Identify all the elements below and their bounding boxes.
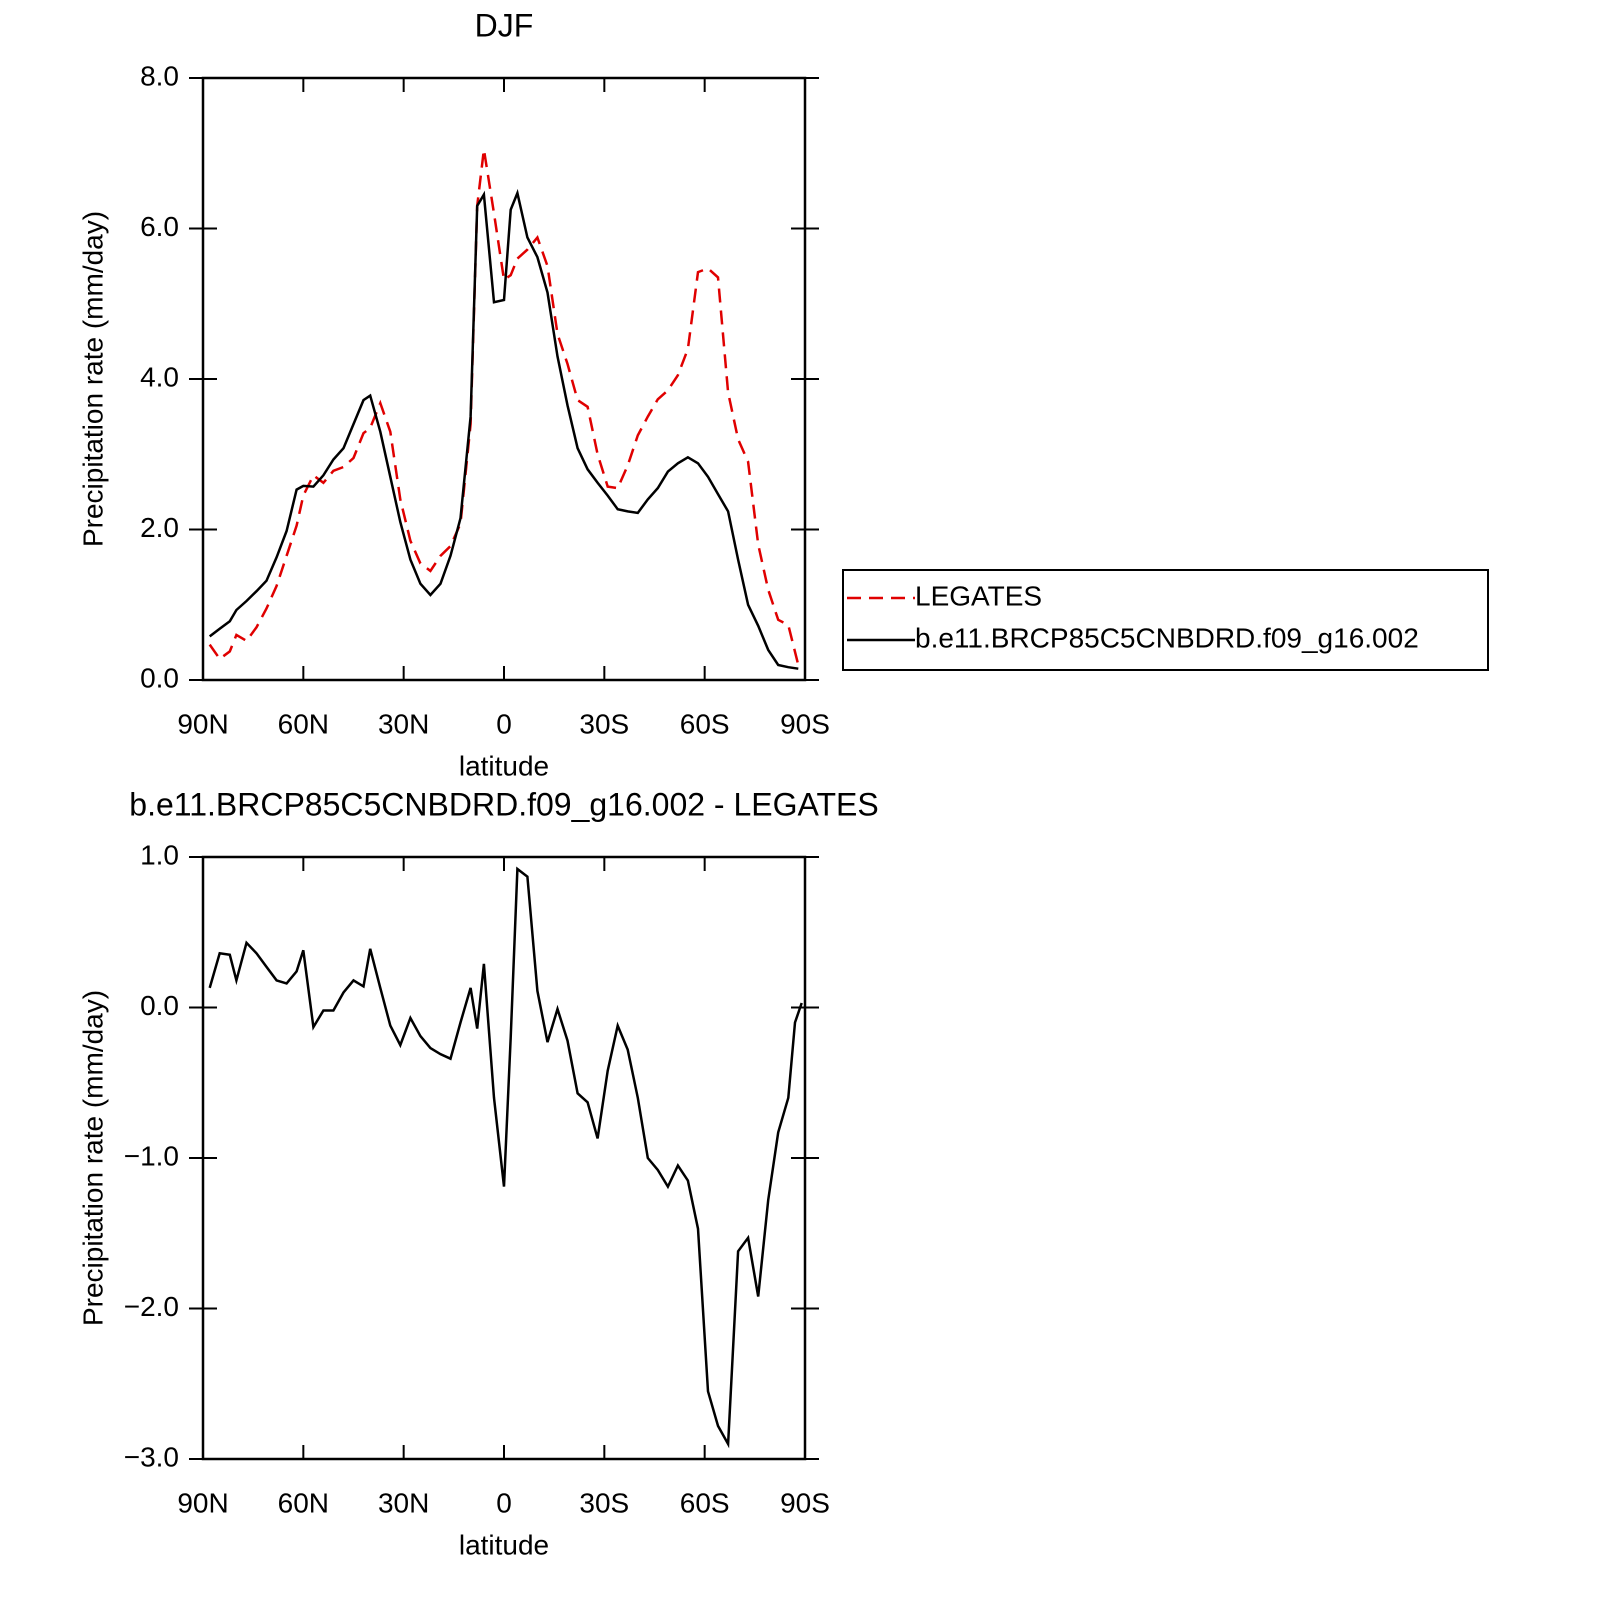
x-tick-label: 0	[496, 708, 512, 739]
x-tick-label: 90S	[780, 1487, 830, 1518]
legend-label: LEGATES	[915, 580, 1042, 611]
y-tick-label: 0.0	[140, 990, 179, 1021]
x-axis-label: latitude	[459, 750, 549, 781]
x-tick-label: 60N	[278, 708, 329, 739]
plot-frame	[201, 76, 807, 682]
x-tick-label: 90N	[177, 1487, 228, 1518]
x-tick-label: 90N	[177, 708, 228, 739]
y-tick-label: 1.0	[140, 839, 179, 870]
y-tick-label: 8.0	[140, 60, 179, 91]
x-tick-label: 90S	[780, 708, 830, 739]
chart-title: b.e11.BRCP85C5CNBDRD.f09_g16.002 - LEGAT…	[129, 786, 878, 822]
chart-title: DJF	[475, 7, 534, 43]
x-tick-label: 30N	[378, 1487, 429, 1518]
y-tick-label: −3.0	[124, 1441, 179, 1472]
x-tick-label: 30N	[378, 708, 429, 739]
data-line	[208, 866, 803, 1449]
y-tick-label: 2.0	[140, 512, 179, 543]
y-tick-label: 0.0	[140, 662, 179, 693]
legend-box	[842, 569, 1489, 671]
y-tick-label: −2.0	[124, 1291, 179, 1322]
y-axis-label: Precipitation rate (mm/day)	[77, 211, 108, 547]
x-tick-label: 0	[496, 1487, 512, 1518]
x-tick-label: 60N	[278, 1487, 329, 1518]
data-line	[208, 188, 799, 670]
y-tick-label: 4.0	[140, 361, 179, 392]
y-axis-label: Precipitation rate (mm/day)	[77, 990, 108, 1326]
y-tick-label: −1.0	[124, 1140, 179, 1171]
data-line	[208, 149, 800, 666]
x-tick-label: 30S	[579, 1487, 629, 1518]
x-tick-label: 30S	[579, 708, 629, 739]
x-tick-label: 60S	[680, 1487, 730, 1518]
legend-label: b.e11.BRCP85C5CNBDRD.f09_g16.002	[915, 622, 1419, 653]
y-tick-label: 6.0	[140, 211, 179, 242]
x-axis-label: latitude	[459, 1529, 549, 1560]
plot-frame	[201, 855, 807, 1461]
x-tick-label: 60S	[680, 708, 730, 739]
